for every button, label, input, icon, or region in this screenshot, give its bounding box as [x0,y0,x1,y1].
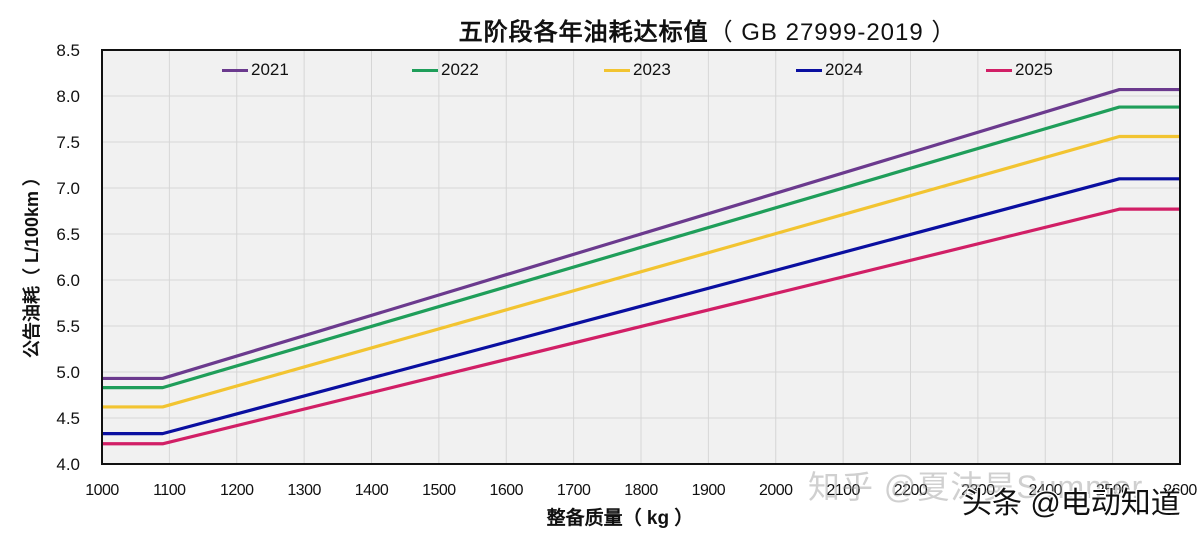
series-line-2022 [102,105,1180,390]
x-tick-label: 1400 [355,482,389,499]
y-tick-label: 8.5 [56,41,80,60]
x-tick-label: 2600 [1163,482,1197,499]
y-tick-label: 6.0 [56,271,80,290]
x-tick-label: 1800 [624,482,658,499]
legend-label: 2025 [1015,60,1053,79]
legend-item-2024: 2024 [796,60,863,80]
series-line-2024 [102,177,1180,436]
legend-swatch-icon [604,68,630,72]
legend-item-2021: 2021 [222,60,289,80]
legend-label: 2022 [441,60,479,79]
legend-label: 2024 [825,60,863,79]
y-tick-label: 4.0 [56,455,80,474]
x-tick-label: 2500 [1096,482,1130,499]
x-tick-label: 1700 [557,482,591,499]
legend-item-2022: 2022 [412,60,479,80]
x-tick-label: 2100 [826,482,860,499]
watermark-zhihu: 知乎 @夏沫昊Summer [808,469,1144,505]
legend-swatch-icon [412,68,438,72]
x-tick-label: 2400 [1028,482,1062,499]
chart-title-standard: （ GB 27999-2019 ） [708,19,957,46]
series-line-2025 [102,207,1180,446]
legend-swatch-icon [796,68,822,72]
x-tick-label: 1600 [489,482,523,499]
x-tick-label: 1000 [85,482,119,499]
y-axis-ticks: 4.0 4.5 5.0 5.5 6.0 6.5 7.0 7.5 8.0 8.5 [56,41,80,474]
legend-label: 2021 [251,60,289,79]
x-axis-ticks: 1000 1100 1200 1300 1400 1500 1600 1700 1800 1900… [85,482,1198,499]
x-tick-label: 1200 [220,482,254,499]
x-tick-label: 2000 [759,482,793,499]
chart-title-main: 五阶段各年油耗达标值 [458,19,709,46]
watermark-toutiao: 头条 @电动知道 [962,487,1181,520]
legend-swatch-icon [222,68,248,72]
legend-item-2023: 2023 [604,60,671,80]
y-tick-label: 5.0 [56,363,80,382]
x-tick-label: 1900 [692,482,726,499]
x-tick-label: 2300 [961,482,995,499]
legend-swatch-icon [986,68,1012,72]
plot-frame [101,49,1181,465]
y-tick-label: 8.0 [56,87,80,106]
y-tick-label: 7.0 [56,179,80,198]
series-lines [102,87,1180,446]
y-tick-label: 5.5 [56,317,80,336]
legend-item-2025: 2025 [986,60,1053,80]
x-tick-label: 1500 [422,482,456,499]
y-tick-label: 4.5 [56,409,80,428]
x-tick-label: 2200 [894,482,928,499]
y-tick-label: 7.5 [56,133,80,152]
x-axis-title: 整备质量（ kg ） [546,508,694,529]
series-line-2021 [102,87,1180,381]
series-line-2023 [102,134,1180,409]
y-tick-label: 6.5 [56,225,80,244]
y-axis-title-text: 公告油耗（ L/100km ） [22,167,42,358]
chart-title: 五阶段各年油耗达标值（ GB 27999-2019 ） [0,12,1200,47]
legend-label: 2023 [633,60,671,79]
x-tick-label: 1100 [153,482,186,499]
x-tick-label: 1300 [287,482,321,499]
